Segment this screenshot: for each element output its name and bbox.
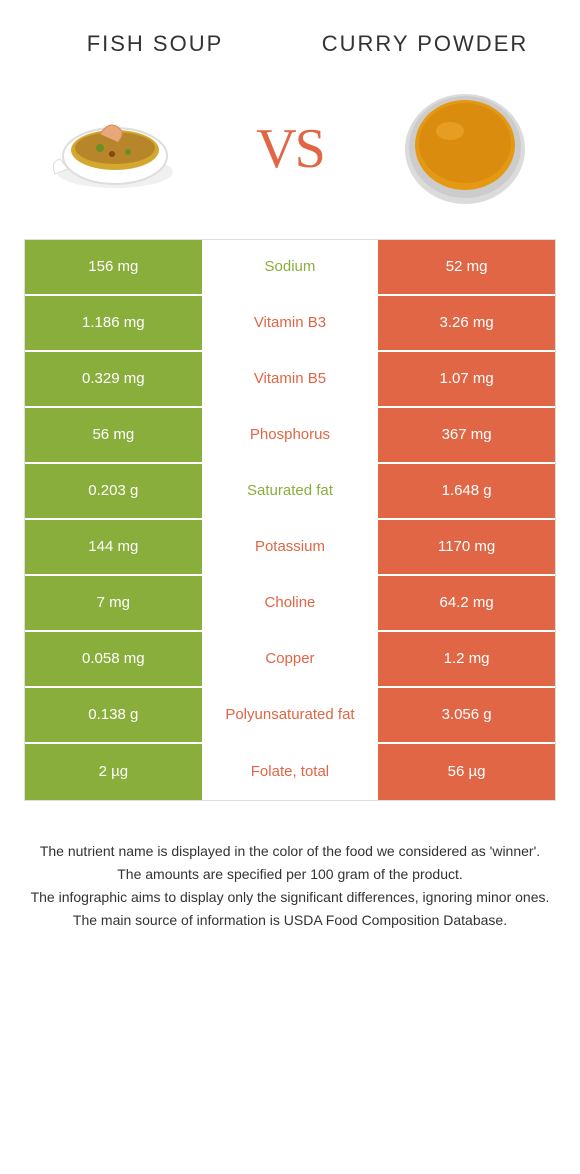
- right-value: 52 mg: [378, 240, 555, 294]
- right-value: 3.056 g: [378, 688, 555, 742]
- nutrient-label: Phosphorus: [202, 408, 379, 462]
- nutrient-label: Vitamin B3: [202, 296, 379, 350]
- left-value: 0.203 g: [25, 464, 202, 518]
- table-row: 0.203 gSaturated fat1.648 g: [25, 464, 555, 520]
- table-row: 7 mgCholine64.2 mg: [25, 576, 555, 632]
- vs-label: VS: [256, 117, 324, 181]
- footer-notes: The nutrient name is displayed in the co…: [0, 801, 580, 953]
- left-value: 2 µg: [25, 744, 202, 800]
- right-value: 1170 mg: [378, 520, 555, 574]
- nutrient-label: Copper: [202, 632, 379, 686]
- table-row: 0.329 mgVitamin B51.07 mg: [25, 352, 555, 408]
- left-value: 156 mg: [25, 240, 202, 294]
- nutrient-label: Saturated fat: [202, 464, 379, 518]
- footer-line: The amounts are specified per 100 gram o…: [30, 864, 550, 885]
- right-food-title: Curry powder: [304, 30, 547, 59]
- table-row: 56 mgPhosphorus367 mg: [25, 408, 555, 464]
- right-value: 64.2 mg: [378, 576, 555, 630]
- right-food-image: [390, 89, 540, 209]
- left-food-image: [40, 89, 190, 209]
- left-value: 0.138 g: [25, 688, 202, 742]
- left-value: 0.058 mg: [25, 632, 202, 686]
- footer-line: The nutrient name is displayed in the co…: [30, 841, 550, 862]
- right-value: 1.2 mg: [378, 632, 555, 686]
- right-value: 1.07 mg: [378, 352, 555, 406]
- table-row: 1.186 mgVitamin B33.26 mg: [25, 296, 555, 352]
- footer-line: The infographic aims to display only the…: [30, 887, 550, 908]
- left-value: 7 mg: [25, 576, 202, 630]
- right-value: 1.648 g: [378, 464, 555, 518]
- left-food-title: Fish soup: [34, 30, 277, 59]
- right-value: 3.26 mg: [378, 296, 555, 350]
- table-row: 156 mgSodium52 mg: [25, 240, 555, 296]
- right-value: 367 mg: [378, 408, 555, 462]
- images-row: VS: [0, 79, 580, 239]
- table-row: 144 mgPotassium1170 mg: [25, 520, 555, 576]
- nutrient-label: Polyunsaturated fat: [202, 688, 379, 742]
- nutrient-label: Vitamin B5: [202, 352, 379, 406]
- nutrient-table: 156 mgSodium52 mg1.186 mgVitamin B33.26 …: [24, 239, 556, 801]
- table-row: 2 µgFolate, total56 µg: [25, 744, 555, 800]
- nutrient-label: Potassium: [202, 520, 379, 574]
- header: Fish soup Curry powder: [0, 0, 580, 79]
- nutrient-label: Choline: [202, 576, 379, 630]
- footer-line: The main source of information is USDA F…: [30, 910, 550, 931]
- left-value: 144 mg: [25, 520, 202, 574]
- nutrient-label: Sodium: [202, 240, 379, 294]
- left-value: 56 mg: [25, 408, 202, 462]
- nutrient-label: Folate, total: [202, 744, 379, 800]
- right-value: 56 µg: [378, 744, 555, 800]
- table-row: 0.138 gPolyunsaturated fat3.056 g: [25, 688, 555, 744]
- left-value: 0.329 mg: [25, 352, 202, 406]
- left-value: 1.186 mg: [25, 296, 202, 350]
- table-row: 0.058 mgCopper1.2 mg: [25, 632, 555, 688]
